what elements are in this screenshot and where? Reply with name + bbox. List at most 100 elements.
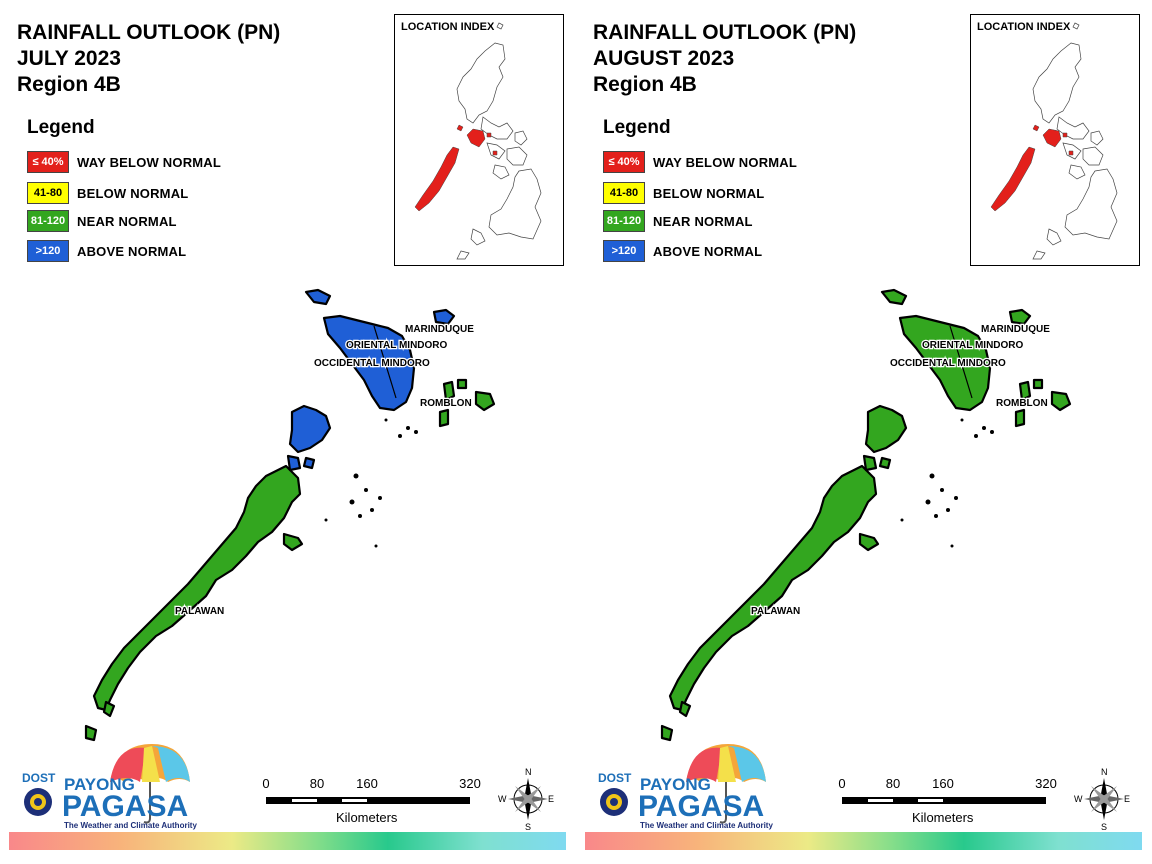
label-romblon: ROMBLON (420, 398, 472, 409)
legend-swatch: >120 (603, 240, 645, 262)
marinduque-island (1008, 308, 1032, 326)
compass-s: S (1101, 822, 1107, 832)
romblon-island (456, 378, 468, 390)
title-line-1: RAINFALL OUTLOOK (PN) (593, 21, 857, 44)
marinduque-island (432, 308, 456, 326)
legend-item-way-below: ≤ 40% WAY BELOW NORMAL (603, 150, 797, 174)
title-line-1: RAINFALL OUTLOOK (PN) (17, 21, 281, 44)
mindoro-province-boundary (949, 325, 973, 399)
logo-tagline: The Weather and Climate Authority (640, 821, 773, 830)
label-oriental-mindoro: ORIENTAL MINDORO (346, 340, 448, 351)
logo-tagline: The Weather and Climate Authority (64, 821, 197, 830)
payong-pagasa-logo: DOST PAYONG PAGASA The Weather and Clima… (594, 742, 774, 832)
compass-e: E (548, 794, 554, 804)
compass-w: W (1074, 794, 1083, 804)
palawan-island (282, 532, 304, 552)
legend-item-above: >120 ABOVE NORMAL (603, 239, 762, 263)
small-islets (900, 418, 994, 548)
map-title: RAINFALL OUTLOOK (PN) JULY 2023 Region 4… (17, 20, 280, 98)
scale-tick: 320 (1035, 776, 1057, 791)
label-palawan: PALAWAN (175, 606, 224, 617)
legend-swatch: 41-80 (27, 182, 69, 204)
mindoro-island (898, 314, 992, 412)
legend-item-near: 81-120 NEAR NORMAL (603, 209, 753, 233)
legend-item-below: 41-80 BELOW NORMAL (603, 181, 764, 205)
compass-w: W (498, 794, 507, 804)
legend-title: Legend (27, 117, 95, 138)
north-arrow-compass: N S E W (1074, 766, 1134, 832)
label-oriental-mindoro: ORIENTAL MINDORO (922, 340, 1024, 351)
mindoro-island (880, 288, 908, 306)
legend-item-way-below: ≤ 40% WAY BELOW NORMAL (27, 150, 221, 174)
scale-unit: Kilometers (912, 810, 974, 825)
palawan-island (858, 532, 880, 552)
calamian-island (302, 456, 316, 470)
legend-swatch: >120 (27, 240, 69, 262)
legend-label: WAY BELOW NORMAL (77, 154, 222, 170)
legend-item-near: 81-120 NEAR NORMAL (27, 209, 177, 233)
legend-item-above: >120 ABOVE NORMAL (27, 239, 186, 263)
legend-label: NEAR NORMAL (653, 213, 753, 229)
title-line-2: JULY 2023 (17, 47, 121, 70)
map-title: RAINFALL OUTLOOK (PN) AUGUST 2023 Region… (593, 20, 856, 98)
region-4b-map: MARINDUQUE ORIENTAL MINDORO OCCIDENTAL M… (660, 288, 1072, 742)
label-occidental-mindoro: OCCIDENTAL MINDORO (890, 358, 1006, 369)
outlook-panel-august: RAINFALL OUTLOOK (PN) AUGUST 2023 Region… (576, 0, 1152, 864)
calamian-island (862, 454, 878, 472)
legend-label: ABOVE NORMAL (77, 243, 187, 259)
label-occidental-mindoro: OCCIDENTAL MINDORO (314, 358, 430, 369)
logo-payong: PAYONG (64, 775, 135, 794)
mindoro-island (304, 288, 332, 306)
scale-bar: 0 80 160 320 Kilometers (838, 776, 1068, 832)
compass-n: N (1101, 767, 1108, 777)
mindoro-province-boundary (373, 325, 397, 399)
location-index-label: LOCATION INDEX (401, 21, 495, 33)
legend-label: BELOW NORMAL (77, 185, 189, 201)
legend-swatch: 81-120 (27, 210, 69, 232)
romblon-island (442, 380, 456, 402)
logo-pagasa: PAGASA (638, 790, 764, 823)
scale-tick: 160 (932, 776, 954, 791)
legend-label: ABOVE NORMAL (653, 243, 763, 259)
label-romblon: ROMBLON (996, 398, 1048, 409)
legend-swatch: 41-80 (603, 182, 645, 204)
busuanga-island (288, 404, 332, 454)
legend-swatch: ≤ 40% (27, 151, 69, 173)
scale-unit: Kilometers (336, 810, 398, 825)
scale-tick: 0 (838, 776, 846, 791)
scale-bar-graphic (266, 797, 470, 804)
title-line-2: AUGUST 2023 (593, 47, 735, 70)
legend-item-below: 41-80 BELOW NORMAL (27, 181, 188, 205)
legend-title: Legend (603, 117, 671, 138)
compass-s: S (525, 822, 531, 832)
romblon-island (1018, 380, 1032, 402)
north-arrow-compass: N S E W (498, 766, 558, 832)
romblon-island (474, 390, 496, 412)
legend-label: BELOW NORMAL (653, 185, 765, 201)
legend-swatch: 81-120 (603, 210, 645, 232)
philippines-outline-map (414, 22, 542, 260)
calamian-island (878, 456, 892, 470)
region-4b-highlight (990, 124, 1074, 212)
location-index-map: LOCATION INDEX (394, 14, 564, 266)
logo-dost: DOST (598, 771, 632, 785)
scale-tick: 160 (356, 776, 378, 791)
label-palawan: PALAWAN (751, 606, 800, 617)
scale-bar: 0 80 160 320 Kilometers (262, 776, 492, 832)
scale-tick: 0 (262, 776, 270, 791)
palawan-province (92, 464, 302, 712)
location-index-label: LOCATION INDEX (977, 21, 1071, 33)
payong-pagasa-logo: DOST PAYONG PAGASA The Weather and Clima… (18, 742, 198, 832)
title-line-3: Region 4B (17, 73, 121, 96)
scale-tick: 320 (459, 776, 481, 791)
palawan-province (668, 464, 878, 712)
compass-n: N (525, 767, 532, 777)
bottom-color-strip (9, 832, 566, 850)
bottom-color-strip (585, 832, 1142, 850)
romblon-island (1050, 390, 1072, 412)
romblon-island (1032, 378, 1044, 390)
romblon-island (1014, 408, 1026, 428)
legend-label: NEAR NORMAL (77, 213, 177, 229)
region-4b-highlight (414, 124, 498, 212)
logo-pagasa: PAGASA (62, 790, 188, 823)
